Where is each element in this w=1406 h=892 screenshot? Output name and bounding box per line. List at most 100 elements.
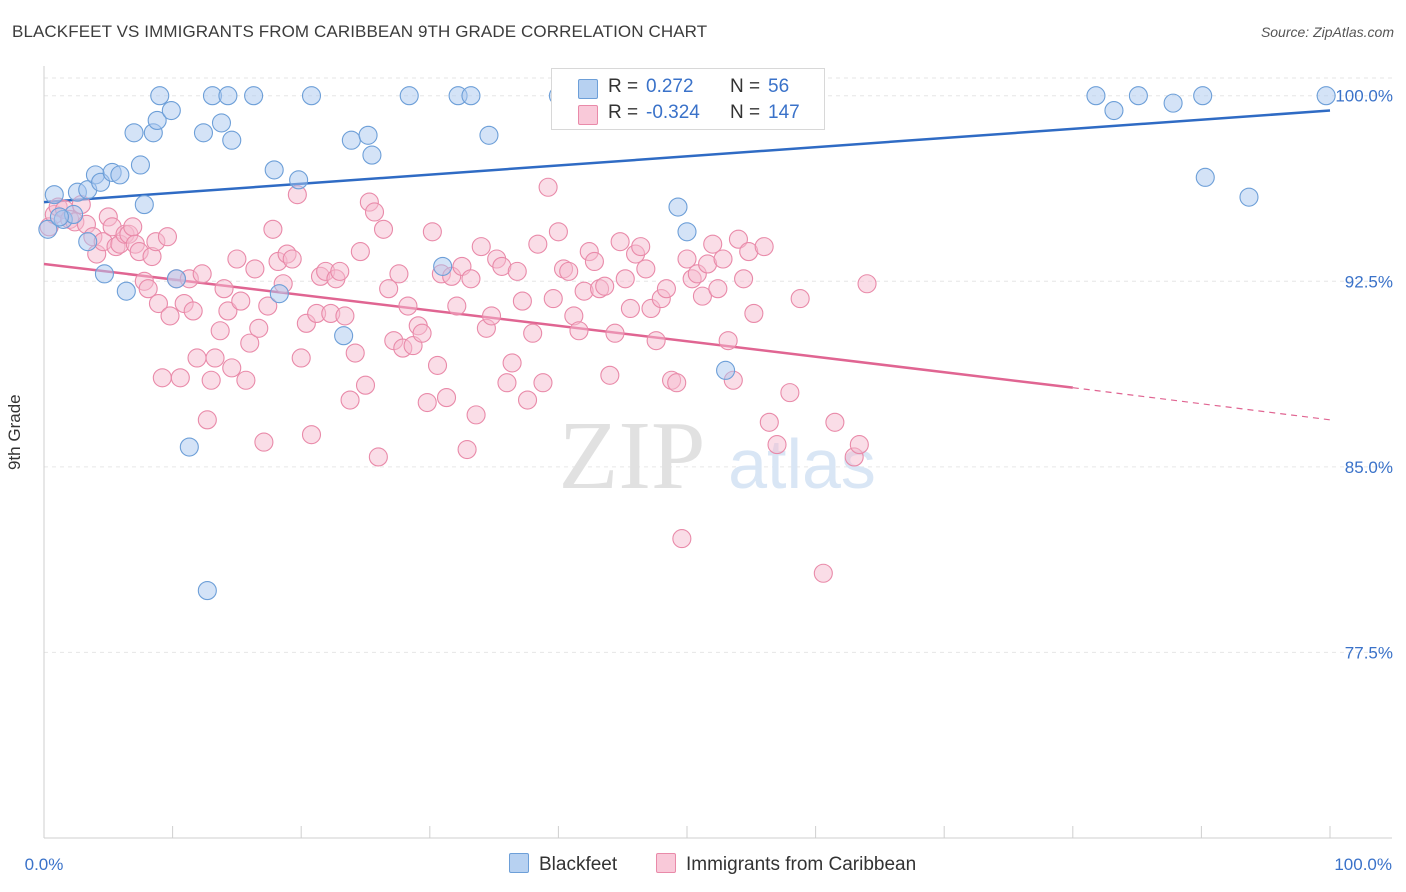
legend-swatch-blackfeet [578,79,598,99]
chart-title: BLACKFEET VS IMMIGRANTS FROM CARIBBEAN 9… [12,22,708,41]
point-caribbean [528,234,548,254]
point-caribbean [471,237,491,257]
point-blackfeet [222,130,242,150]
y-tick-label: 100.0% [1335,87,1393,106]
point-caribbean [502,353,522,373]
point-caribbean [559,261,579,281]
legend-n-label: N = [730,76,761,97]
legend-r-value: 0.272 [646,76,694,97]
point-blackfeet [193,123,214,143]
point-caribbean [368,447,388,467]
point-blackfeet [341,130,361,150]
point-caribbean [231,291,251,311]
point-caribbean [197,410,217,430]
bottom-legend-label-caribbean: Immigrants from Caribbean [686,854,917,875]
point-caribbean [282,249,302,269]
point-caribbean [543,289,563,309]
point-caribbean [636,259,656,279]
point-caribbean [345,343,365,363]
point-blackfeet [124,123,144,143]
legend-swatch-caribbean [578,105,598,125]
bottom-legend-label-blackfeet: Blackfeet [539,854,618,875]
point-caribbean [201,370,221,390]
point-caribbean [569,321,589,341]
point-caribbean [813,563,833,583]
point-caribbean [157,227,178,247]
point-blackfeet [1086,86,1106,106]
point-caribbean [457,439,477,460]
point-blackfeet [110,165,130,185]
point-blackfeet [269,284,289,304]
point-blackfeet [197,581,217,601]
legend-n-label: N = [730,102,761,123]
point-blackfeet [264,160,284,180]
point-blackfeet [1193,86,1213,106]
point-caribbean [214,279,234,299]
point-caribbean [350,242,370,262]
x-tick-label: 0.0% [25,855,64,874]
point-blackfeet [1195,167,1215,187]
y-axis-label: 9th Grade [5,394,24,470]
watermark-zip: ZIP [559,402,706,510]
point-blackfeet [244,86,264,106]
point-caribbean [249,318,269,338]
series-caribbean-points [39,177,877,583]
point-blackfeet [1316,86,1336,106]
point-blackfeet [399,86,419,106]
point-caribbean [646,331,666,351]
point-caribbean [183,301,203,321]
point-blackfeet [161,100,181,121]
point-blackfeet [362,145,382,165]
point-blackfeet [49,207,69,227]
point-caribbean [620,298,640,319]
point-caribbean [631,237,651,257]
point-blackfeet [38,219,58,239]
point-caribbean [849,435,869,455]
point-caribbean [355,375,376,395]
point-blackfeet [479,125,499,145]
point-caribbean [330,261,350,281]
y-tick-label: 77.5% [1345,643,1393,662]
point-caribbean [210,321,230,341]
point-caribbean [148,293,169,314]
correlation-legend: R = 0.272 N = 56 R = -0.324 N = 147 [551,68,825,130]
point-caribbean [205,348,225,368]
point-blackfeet [44,185,64,205]
legend-n-value: 56 [768,76,790,97]
point-caribbean [523,323,543,343]
point-caribbean [708,279,728,299]
point-caribbean [412,323,432,343]
bottom-legend-blackfeet: Blackfeet [509,853,617,876]
point-blackfeet [211,113,232,133]
point-blackfeet [218,86,238,106]
point-caribbean [187,348,207,368]
point-caribbean [512,291,532,311]
bottom-legend-swatch-blackfeet [509,853,529,873]
point-caribbean [538,177,558,197]
point-caribbean [422,222,442,242]
point-caribbean [672,529,692,549]
point-caribbean [605,323,625,343]
tick-labels: 77.5% 85.0% 92.5% 100.0% 0.0% 100.0% [25,87,1393,874]
point-caribbean [754,237,774,257]
point-blackfeet [716,360,736,380]
point-caribbean [389,264,409,284]
point-blackfeet [166,269,187,289]
point-caribbean [123,217,143,237]
point-caribbean [744,303,764,323]
point-caribbean [533,373,553,393]
point-caribbean [263,219,283,239]
point-caribbean [364,202,385,222]
point-caribbean [517,390,538,410]
bottom-legend-swatch-caribbean [656,853,676,873]
point-caribbean [600,365,620,385]
source-label: Source: ZipAtlas.com [1260,24,1394,40]
point-blackfeet [130,155,150,175]
point-blackfeet [179,437,199,457]
point-blackfeet [668,197,688,217]
point-blackfeet [1128,86,1148,106]
trend-line-caribbean-extension [1072,387,1331,421]
point-caribbean [417,392,437,413]
point-caribbean [595,276,615,296]
point-caribbean [767,435,787,455]
